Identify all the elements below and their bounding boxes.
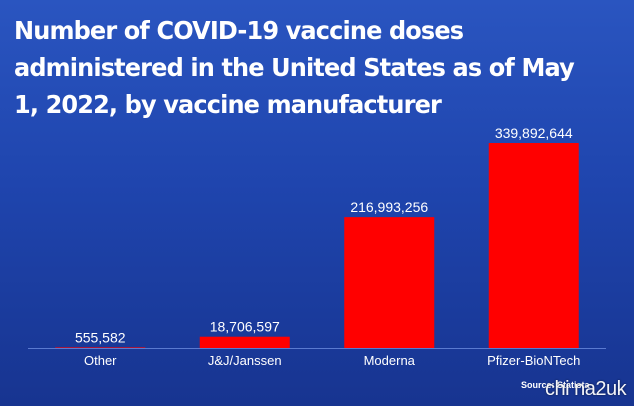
chart-title: Number of COVID-19 vaccine doses adminis… (14, 16, 575, 119)
x-tick-label-1: J&J/Janssen (208, 353, 282, 368)
watermark: chi na2uk (545, 378, 627, 400)
data-label-1: 18,706,597 (210, 319, 280, 335)
bar-3 (488, 143, 579, 348)
x-tick-label-0: Other (84, 353, 117, 368)
data-label-2: 216,993,256 (350, 199, 428, 215)
data-label-0: 555,582 (75, 329, 126, 345)
data-label-3: 339,892,644 (495, 125, 573, 141)
x-tick-label-3: Pfizer-BioNTech (487, 353, 580, 368)
bar-1 (199, 336, 290, 348)
source-note: Source: Statista (521, 380, 590, 390)
x-tick-label-2: Moderna (364, 353, 416, 368)
bar-2 (344, 217, 435, 348)
bar-0 (55, 347, 146, 348)
